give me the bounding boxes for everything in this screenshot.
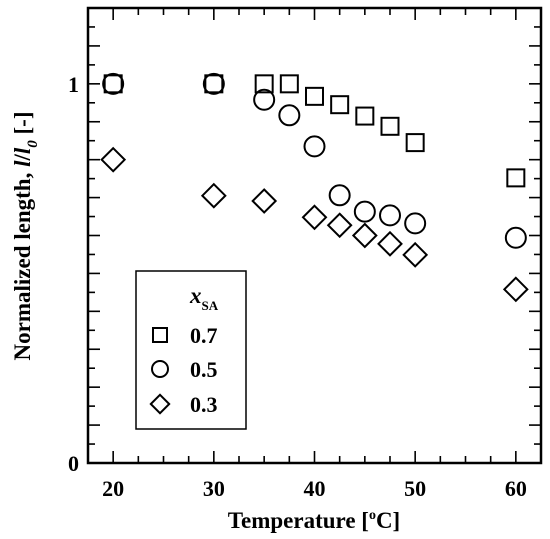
y-axis-title-var-l0: l <box>10 147 35 154</box>
y-axis-title-unit: [-] <box>10 112 35 141</box>
marker-circle-0.5 <box>328 184 351 207</box>
legend: xSA 0.7 0.5 0.3 <box>135 270 247 430</box>
marker-square-0.7 <box>355 106 375 126</box>
legend-title-var: x <box>189 283 202 308</box>
x-axis-title-tail: C] <box>376 508 400 533</box>
legend-marker-circle <box>151 360 169 378</box>
marker-square-0.7 <box>380 116 400 136</box>
marker-circle-0.5 <box>253 88 276 111</box>
y-axis-title-var-l: l <box>10 160 35 167</box>
marker-diamond-0.3 <box>301 204 328 231</box>
marker-diamond-0.3 <box>326 212 353 239</box>
marker-circle-0.5 <box>379 204 401 227</box>
y-axis-title: Normalized length, l/l0 [-] <box>10 112 41 361</box>
marker-diamond-0.3 <box>100 146 127 173</box>
marker-circle-0.5 <box>102 72 125 95</box>
marker-square-0.7 <box>204 74 224 94</box>
y-axis-title-slash: / <box>10 154 35 162</box>
x-axis-title-main: Temperature [ <box>228 508 369 533</box>
legend-label: 0.5 <box>190 357 218 382</box>
legend-marker-diamond <box>149 393 171 415</box>
marker-square-0.7 <box>254 74 274 94</box>
marker-diamond-0.3 <box>402 241 429 268</box>
marker-square-0.7 <box>506 168 526 188</box>
marker-diamond-0.3 <box>351 222 378 249</box>
legend-label: 0.7 <box>190 323 218 348</box>
x-tick-label: 40 <box>304 476 326 501</box>
marker-circle-0.5 <box>353 200 376 223</box>
x-tick-label: 50 <box>404 476 426 501</box>
marker-circle-0.5 <box>278 104 301 127</box>
x-tick-label: 20 <box>102 476 124 501</box>
marker-square-0.7 <box>405 133 425 153</box>
marker-diamond-0.3 <box>200 182 227 209</box>
axis-ticks <box>88 7 541 464</box>
marker-square-0.7 <box>305 86 324 106</box>
legend-items: 0.7 0.5 0.3 <box>149 323 218 417</box>
marker-square-0.7 <box>103 74 123 94</box>
axis-tick-labels: 20 30 40 50 60 0 1 <box>68 72 527 501</box>
legend-marker-square <box>152 327 168 343</box>
y-axis-title-main: Normalized length, <box>10 167 35 361</box>
x-axis-title: Temperature [oC] <box>228 508 400 533</box>
x-axis-title-degree: o <box>369 508 376 523</box>
x-tick-label: 60 <box>505 476 527 501</box>
y-tick-label: 0 <box>68 451 79 476</box>
marker-diamond-0.3 <box>502 276 529 303</box>
marker-diamond-0.3 <box>377 230 403 257</box>
x-tick-label: 30 <box>203 476 225 501</box>
data-markers <box>100 72 529 303</box>
legend-label: 0.3 <box>190 392 218 417</box>
marker-circle-0.5 <box>303 135 326 158</box>
legend-title-sub: SA <box>202 298 219 313</box>
y-tick-label: 1 <box>68 72 79 97</box>
marker-square-0.7 <box>330 95 350 115</box>
marker-circle-0.5 <box>202 72 225 95</box>
y-axis-title-sub: 0 <box>25 140 41 148</box>
marker-circle-0.5 <box>504 226 527 249</box>
marker-circle-0.5 <box>404 212 427 235</box>
marker-diamond-0.3 <box>251 188 278 214</box>
legend-title: xSA <box>189 283 219 313</box>
marker-square-0.7 <box>279 74 299 94</box>
legend-box <box>135 270 247 430</box>
